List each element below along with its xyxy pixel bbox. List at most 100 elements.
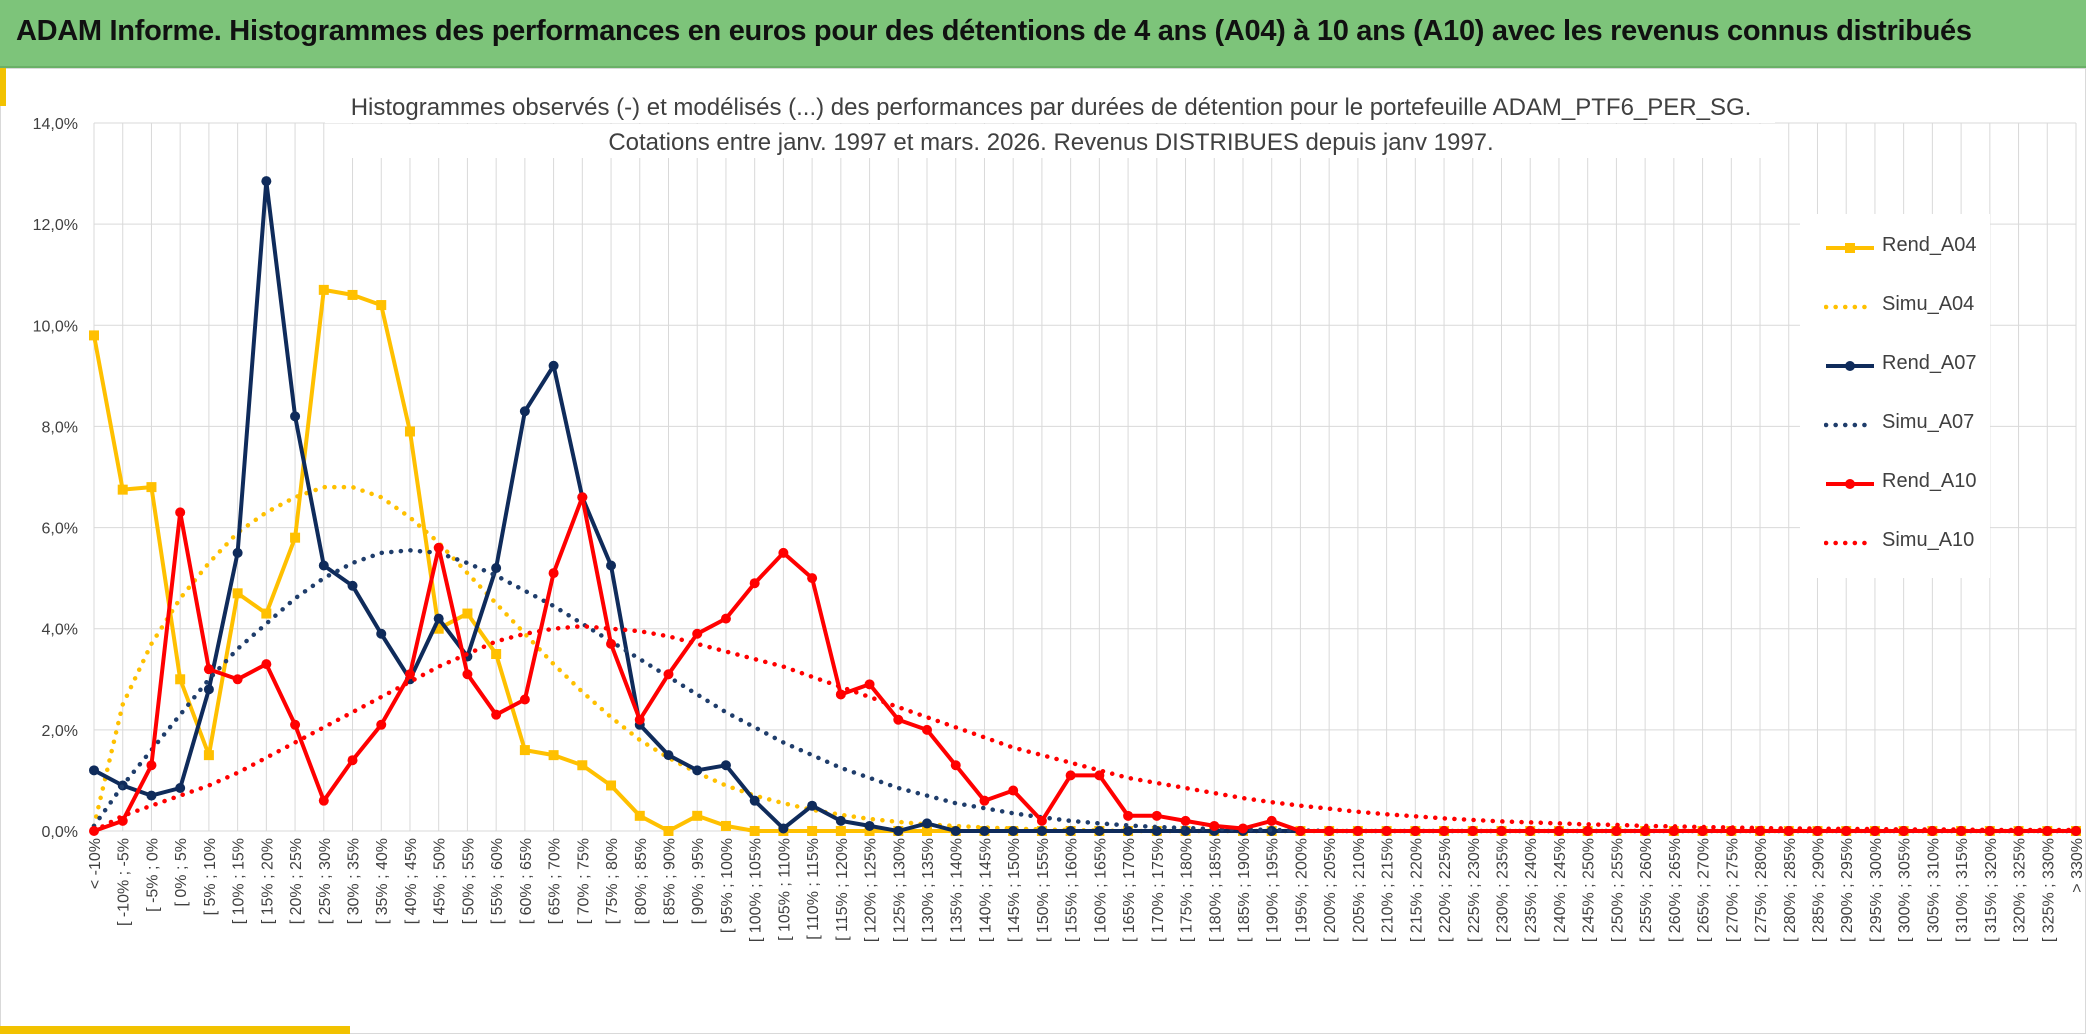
data-point [318, 795, 329, 806]
data-point [1467, 826, 1478, 836]
data-point [922, 826, 933, 836]
x-tick-label: [ 255% ; 260% [1638, 838, 1655, 942]
data-point [175, 507, 186, 518]
data-point [1237, 823, 1248, 834]
y-tick-label: 14,0% [33, 116, 78, 133]
data-point [347, 289, 358, 300]
data-point [203, 664, 214, 675]
x-tick-label: [ 140% ; 145% [977, 838, 994, 942]
data-point [261, 659, 272, 670]
x-tick-label: [ 270% ; 275% [1724, 838, 1741, 942]
x-tick-label: [ 320% ; 325% [2012, 838, 2029, 942]
series-line-rend-a07 [93, 179, 2076, 833]
legend-item-simu-a10: Simu_A10 [1824, 527, 1994, 557]
data-point [548, 750, 559, 761]
x-tick-label: [ 170% ; 175% [1150, 838, 1167, 942]
x-tick-label: [ 10% ; 15% [231, 838, 248, 924]
data-point [749, 795, 760, 806]
x-tick-label: [ 25% ; 30% [317, 838, 334, 924]
x-tick-label: [ 160% ; 165% [1092, 838, 1109, 942]
data-point [577, 760, 588, 771]
accent-bar-left [0, 68, 6, 106]
data-point [1352, 826, 1363, 836]
x-tick-label: [ 175% ; 180% [1179, 838, 1196, 942]
data-point [548, 568, 559, 579]
x-tick-label: [ 70% ; 75% [575, 838, 592, 924]
data-point [1324, 826, 1335, 836]
data-point [720, 820, 731, 831]
x-tick-label: [ 290% ; 295% [1839, 838, 1856, 942]
x-tick-label: [ 100% ; 105% [748, 838, 765, 942]
data-point [692, 810, 703, 821]
x-tick-label: [ 35% ; 40% [374, 838, 391, 924]
data-point [1439, 826, 1450, 836]
series-line-simu-a07 [91, 548, 2079, 834]
data-point [950, 826, 961, 836]
chart-title-background [325, 124, 1775, 158]
data-point [146, 790, 157, 801]
data-point [1008, 826, 1019, 836]
x-tick-label: [ 285% ; 290% [1810, 838, 1827, 942]
data-point [1496, 826, 1507, 836]
data-point [606, 560, 617, 571]
x-tick-label: [ 65% ; 70% [547, 838, 564, 924]
x-tick-label: [ 260% ; 265% [1667, 838, 1684, 942]
data-point [1582, 826, 1593, 836]
x-tick-label: [ 115% ; 120% [834, 838, 851, 941]
chart-title-line: Histogrammes observés (-) et modélisés (… [351, 94, 1752, 121]
data-point [433, 542, 444, 553]
data-point [261, 176, 272, 187]
data-point [1553, 826, 1564, 836]
x-tick-label: [ -5% ; 0% [144, 838, 161, 912]
x-tick-label: [ 240% ; 245% [1552, 838, 1569, 942]
data-point [491, 563, 502, 574]
data-point [893, 714, 904, 725]
data-point [290, 411, 301, 422]
data-point [1611, 826, 1622, 836]
data-point [864, 820, 875, 831]
data-point [376, 300, 387, 311]
x-tick-label: [ 95% ; 100% [719, 838, 736, 933]
legend-item-simu-a04: Simu_A04 [1824, 291, 1994, 321]
x-tick-label: [ 215% ; 220% [1408, 838, 1425, 942]
data-point [692, 765, 703, 776]
data-point [634, 810, 645, 821]
legend-swatch [1826, 361, 1874, 371]
data-point [663, 826, 674, 836]
legend-swatch [1824, 422, 1876, 428]
x-tick-label: [ 265% ; 270% [1696, 838, 1713, 942]
data-point [232, 674, 243, 685]
series-line-simu-a10 [91, 623, 2079, 834]
data-point [893, 826, 904, 836]
data-point [433, 613, 444, 624]
data-point [1123, 826, 1134, 836]
data-point [290, 719, 301, 730]
x-tick-label: < -10% [87, 838, 104, 889]
x-tick-label: [ 20% ; 25% [288, 838, 305, 924]
data-point [749, 826, 760, 836]
data-point [1668, 826, 1679, 836]
data-point [146, 482, 157, 493]
series-line-simu-a04 [91, 484, 2079, 834]
data-point [692, 628, 703, 639]
x-tick-label: [ 80% ; 85% [633, 838, 650, 924]
x-tick-label: [ 125% ; 130% [891, 838, 908, 942]
chart-title-line: Cotations entre janv. 1997 et mars. 2026… [608, 129, 1493, 156]
data-point [922, 818, 933, 829]
data-point [864, 679, 875, 690]
data-point [807, 800, 818, 811]
x-tick-label: [ 130% ; 135% [920, 838, 937, 942]
data-point [203, 684, 214, 695]
x-tick-label: [ 180% ; 185% [1207, 838, 1224, 942]
data-point [175, 783, 186, 794]
data-point [720, 613, 731, 624]
legend-swatch [1824, 304, 1876, 310]
y-tick-label: 12,0% [33, 217, 78, 234]
x-tick-label: [ 145% ; 150% [1006, 838, 1023, 942]
legend-item-rend-a10: Rend_A10 [1824, 468, 1994, 498]
x-tick-label: [ 165% ; 170% [1121, 838, 1138, 942]
data-point [232, 547, 243, 558]
data-point [807, 826, 818, 836]
x-tick-label: [ 40% ; 45% [403, 838, 420, 924]
